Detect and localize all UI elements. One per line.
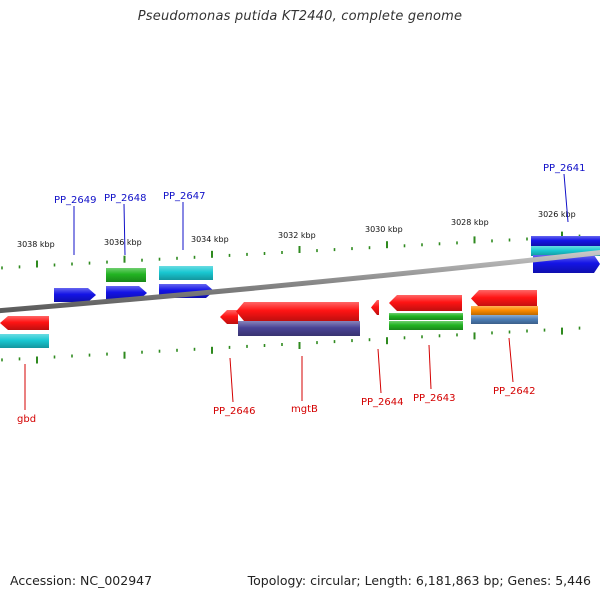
pp2642-domain-bar-steel xyxy=(471,315,538,324)
pp2642-domain-bar-orange xyxy=(471,306,538,315)
lower-scale-ticks xyxy=(1,326,581,364)
lower-gene-label: PP_2644 xyxy=(361,397,404,408)
leader-line xyxy=(563,173,569,223)
leader-line xyxy=(428,344,432,390)
scale-label: 3028 kbp xyxy=(451,218,489,227)
lower-gene-label: PP_2643 xyxy=(413,393,456,404)
upper-gene-label: PP_2647 xyxy=(163,191,206,202)
lower-gene-label: PP_2642 xyxy=(493,386,536,397)
upper-gene-label: PP_2641 xyxy=(543,163,586,174)
leader-line xyxy=(123,203,126,256)
pp2643-domain-bar-1 xyxy=(389,313,463,320)
pp2646-gene-arrow xyxy=(220,310,238,324)
pp2648-domain-bar xyxy=(106,268,146,282)
scale-label: 3032 kbp xyxy=(278,231,316,240)
lower-gene-label: PP_2646 xyxy=(213,406,256,417)
pp2643-gene-arrow xyxy=(389,295,462,311)
label-leader-lines xyxy=(24,173,569,410)
pp2641-domain-bar-1 xyxy=(531,236,600,246)
mgtb-gene-arrow xyxy=(236,302,359,321)
pp2644-gene-arrow xyxy=(371,300,379,315)
scale-labels: 3038 kbp 3036 kbp 3034 kbp 3032 kbp 3030 kbp… xyxy=(17,210,576,249)
pp2643-domain-bar-2 xyxy=(389,321,463,330)
scale-label: 3034 kbp xyxy=(191,235,229,244)
upper-gene-label: PP_2649 xyxy=(54,195,97,206)
scale-label: 3026 kbp xyxy=(538,210,576,219)
pp2647-domain-bar xyxy=(159,266,213,280)
upper-scale-ticks xyxy=(1,231,581,270)
leader-line xyxy=(508,337,514,383)
genome-summary-text: Topology: circular; Length: 6,181,863 bp… xyxy=(247,573,591,588)
mgtb-domain-bar xyxy=(238,321,360,336)
map-title: Pseudomonas putida KT2440, complete geno… xyxy=(137,9,463,24)
lower-gene-label: mgtB xyxy=(291,404,318,415)
scale-label: 3036 kbp xyxy=(104,238,142,247)
gbd-gene-arrow xyxy=(0,316,49,330)
scale-label: 3030 kbp xyxy=(365,225,403,234)
gene-features xyxy=(0,236,600,348)
gbd-domain-bar xyxy=(0,334,49,348)
pp2642-gene-arrow xyxy=(471,290,537,307)
scale-label: 3038 kbp xyxy=(17,240,55,249)
genome-backbone-arc xyxy=(0,250,600,314)
upper-gene-label: PP_2648 xyxy=(104,193,147,204)
leader-line xyxy=(377,348,382,394)
genome-backbone xyxy=(0,250,600,314)
leader-line xyxy=(229,357,234,403)
pp2649-gene-arrow xyxy=(54,288,96,302)
lower-gene-label: gbd xyxy=(17,414,36,425)
accession-text: Accession: NC_002947 xyxy=(10,573,153,588)
